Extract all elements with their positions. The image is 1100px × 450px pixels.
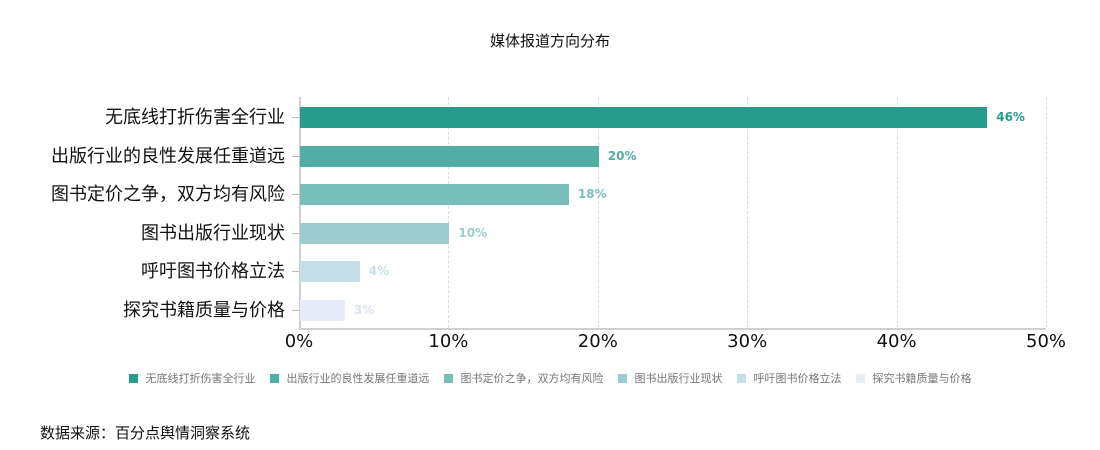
category-label: 图书定价之争，双方均有风险 <box>51 184 285 206</box>
legend-item[interactable]: 图书出版行业现状 <box>617 370 723 386</box>
legend-swatch-icon <box>443 373 453 383</box>
bar <box>300 300 345 321</box>
data-source: 数据来源：百分点舆情洞察系统 <box>40 424 251 442</box>
y-tick <box>292 271 299 273</box>
category-label: 出版行业的良性发展任重道远 <box>51 145 285 167</box>
legend-label: 出版行业的良性发展任重道远 <box>286 372 430 385</box>
gridline <box>597 97 599 328</box>
legend: 无底线打折伤害全行业 出版行业的良性发展任重道远 图书定价之争，双方均有风险 图书出版… <box>0 370 1100 386</box>
x-axis-line <box>299 328 1046 330</box>
bar <box>300 222 450 244</box>
gridline <box>896 97 898 328</box>
legend-swatch-icon <box>269 373 279 383</box>
bar <box>300 107 988 128</box>
category-label: 图书出版行业现状 <box>141 222 285 244</box>
y-tick <box>292 310 299 311</box>
legend-item[interactable]: 探究书籍质量与价格 <box>855 370 972 386</box>
bar-value-label: 20% <box>607 148 637 163</box>
category-label: 呼吁图书价格立法 <box>141 261 285 283</box>
gridline <box>747 97 749 328</box>
x-tick-label: 10% <box>428 331 469 352</box>
legend-swatch-icon <box>855 373 865 383</box>
legend-label: 图书出版行业现状 <box>634 372 723 385</box>
category-label: 无底线打折伤害全行业 <box>105 107 285 128</box>
category-label: 探究书籍质量与价格 <box>123 300 285 321</box>
chart-title: 媒体报道方向分布 <box>489 32 610 50</box>
gridline <box>1046 97 1047 328</box>
y-tick <box>292 194 299 196</box>
x-tick-label: 20% <box>577 331 618 352</box>
bar-value-label: 3% <box>353 303 375 317</box>
legend-swatch-icon <box>736 373 746 383</box>
bar-value-label: 18% <box>577 187 607 202</box>
bar-value-label: 46% <box>996 110 1025 124</box>
x-tick-label: 40% <box>876 331 917 352</box>
legend-swatch-icon <box>128 373 138 383</box>
bar <box>300 261 360 283</box>
x-tick-label: 0% <box>284 331 314 352</box>
legend-swatch-icon <box>617 373 627 383</box>
bar-value-label: 10% <box>458 225 488 240</box>
bar <box>300 184 569 206</box>
legend-label: 图书定价之争，双方均有风险 <box>460 372 604 385</box>
legend-label: 无底线打折伤害全行业 <box>145 372 256 385</box>
legend-item[interactable]: 无底线打折伤害全行业 <box>128 370 256 386</box>
x-tick-label: 50% <box>1025 331 1067 352</box>
legend-item[interactable]: 呼吁图书价格立法 <box>736 370 842 386</box>
y-tick <box>292 155 299 157</box>
y-tick <box>292 232 299 234</box>
legend-label: 探究书籍质量与价格 <box>872 372 972 385</box>
plot-area: 46% 20% 18% 10% 4% 3% <box>292 97 1047 330</box>
legend-item[interactable]: 图书定价之争，双方均有风险 <box>443 370 604 386</box>
x-tick-label: 30% <box>727 331 768 352</box>
y-axis-line <box>299 97 301 328</box>
gridline <box>448 97 450 328</box>
y-tick <box>292 117 299 118</box>
bar <box>300 145 599 167</box>
bar-value-label: 4% <box>368 264 390 279</box>
legend-item[interactable]: 出版行业的良性发展任重道远 <box>269 370 430 386</box>
legend-label: 呼吁图书价格立法 <box>753 372 842 385</box>
